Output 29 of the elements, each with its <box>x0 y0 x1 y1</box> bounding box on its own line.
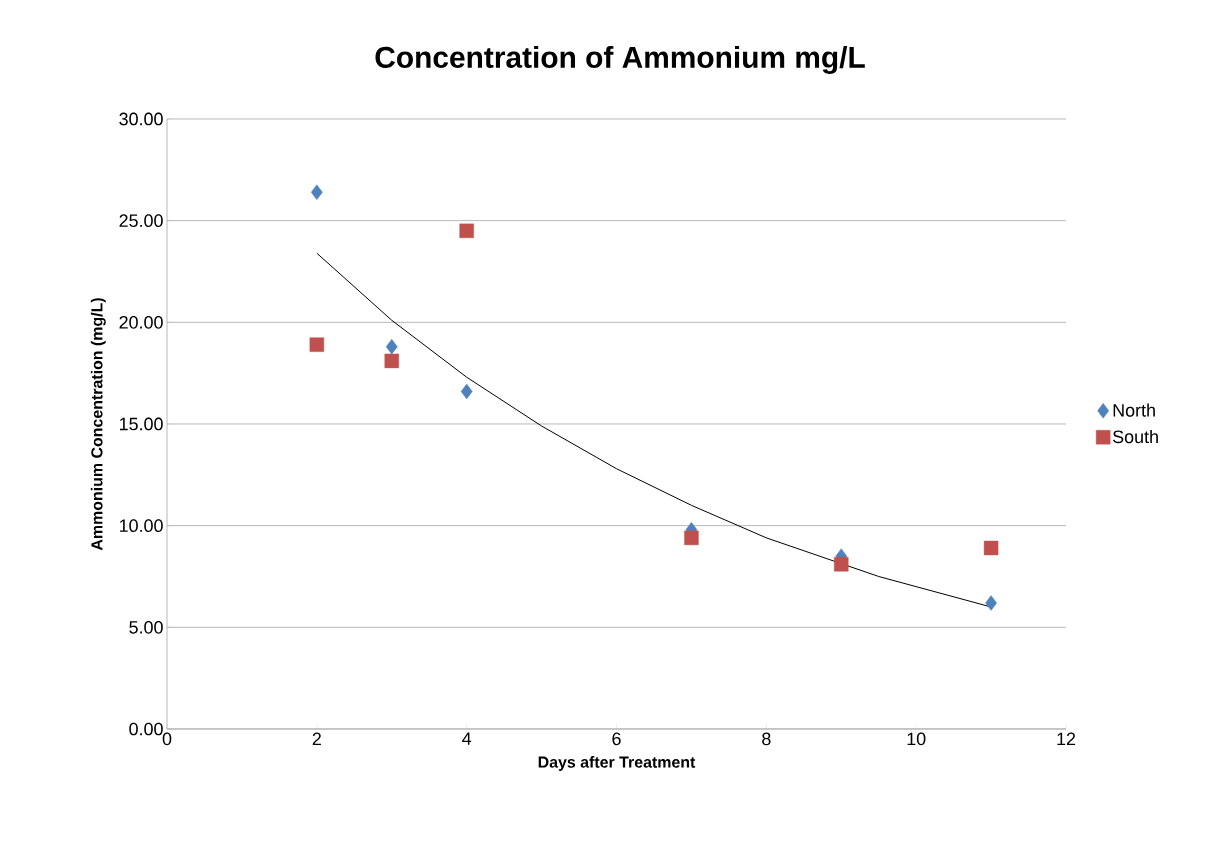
point <box>834 557 849 572</box>
point <box>684 530 699 546</box>
y-tick-label: 0.00 <box>129 722 163 736</box>
point <box>985 595 997 611</box>
x-tick-label: 8 <box>762 732 771 746</box>
x-tick-label: 12 <box>1057 732 1076 746</box>
y-tick-label: 15.00 <box>119 417 163 431</box>
y-axis-title: Ammonium Concentration (mg/L) <box>90 298 106 551</box>
x-tick-label: 0 <box>162 732 172 746</box>
x-tick-label: 4 <box>462 732 472 745</box>
y-tick-label: 10.00 <box>119 519 163 532</box>
point <box>385 339 398 355</box>
point <box>384 353 399 369</box>
x-tick-label: 2 <box>312 732 321 746</box>
x-tick-label: 10 <box>907 732 926 746</box>
x-tick-label: 6 <box>612 732 621 746</box>
legend-label: North <box>1113 403 1155 417</box>
legend-label: South <box>1112 429 1158 444</box>
point <box>311 184 323 200</box>
y-tick-label: 25.00 <box>119 214 163 227</box>
chart-title: Concentration of Ammonium mg/L <box>375 45 865 74</box>
y-tick-label: 30.00 <box>119 112 163 126</box>
point <box>983 540 999 556</box>
point <box>459 223 474 239</box>
x-axis-title: Days after Treatment <box>538 756 696 771</box>
point <box>460 383 473 400</box>
y-tick-label: 20.00 <box>119 315 163 329</box>
point <box>309 337 325 352</box>
y-tick-label: 5.00 <box>129 620 163 634</box>
